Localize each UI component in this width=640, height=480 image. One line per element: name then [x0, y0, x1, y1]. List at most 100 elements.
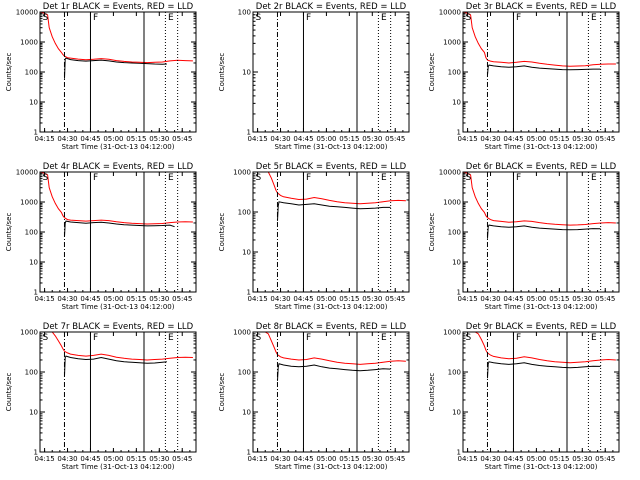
- y-tick-label: 100: [448, 369, 461, 377]
- marker-s: S: [43, 333, 49, 343]
- x-tick-label: 05:30: [149, 455, 169, 463]
- x-axis-label: Start Time (31-Oct-13 04:12:00): [485, 463, 598, 471]
- y-tick-label: 100: [238, 369, 251, 377]
- x-axis-label: Start Time (31-Oct-13 04:12:00): [275, 143, 388, 151]
- y-tick-label: 10: [29, 259, 38, 267]
- x-tick-label: 04:45: [503, 455, 523, 463]
- x-tick-label: 05:30: [572, 455, 592, 463]
- y-tick-label: 1: [247, 129, 251, 137]
- y-tick-label: 100: [25, 229, 38, 237]
- x-tick-label: 05:45: [385, 295, 405, 303]
- series-lld-line: [40, 172, 193, 225]
- marker-e: E: [591, 333, 597, 343]
- y-tick-label: 1: [457, 289, 461, 297]
- x-tick-label: 04:30: [480, 455, 500, 463]
- x-tick-label: 05:00: [526, 455, 546, 463]
- y-tick-label: 10: [29, 99, 38, 107]
- marker-e: E: [591, 173, 597, 183]
- panel-title: Det 2r BLACK = Events, RED = LLD: [256, 2, 407, 12]
- marker-s: S: [256, 173, 262, 183]
- x-tick-label: 05:30: [362, 135, 382, 143]
- y-axis-label: Counts/sec: [428, 53, 436, 92]
- series-lld-line: [463, 12, 616, 67]
- marker-f: F: [306, 173, 311, 183]
- series-events-line: [64, 220, 175, 237]
- y-tick-label: 10: [242, 409, 251, 417]
- x-tick-label: 04:30: [270, 135, 290, 143]
- x-tick-label: 05:00: [103, 295, 123, 303]
- y-tick-label: 1: [34, 129, 38, 137]
- panel-det-7: S F E 04:15 04:30 04:45 05:00 05:15 05:30 05:45 1 1…: [5, 322, 197, 471]
- x-tick-label: 04:45: [293, 455, 313, 463]
- plot-frame: [462, 171, 620, 293]
- x-tick-label: 04:45: [293, 135, 313, 143]
- marker-s: S: [256, 333, 262, 343]
- panel-det-1: S F E 04:15 04:30 04:45 05:00 05:15 05:30 05:45 1 1…: [5, 2, 197, 151]
- panel-title: Det 4r BLACK = Events, RED = LLD: [43, 162, 194, 172]
- panel-det-5: S F E 04:15 04:30 04:45 05:00 05:15 05:30 05:45 1 1…: [218, 162, 410, 311]
- plot-frame: [39, 331, 197, 453]
- marker-f: F: [516, 13, 521, 23]
- x-tick-label: 04:30: [480, 295, 500, 303]
- x-tick-label: 05:00: [103, 135, 123, 143]
- plot-frame: [252, 171, 410, 293]
- x-tick-label: 04:45: [293, 295, 313, 303]
- y-axis-label: Counts/sec: [218, 373, 226, 412]
- series-events-line: [487, 224, 601, 239]
- plot-frame: [39, 171, 197, 293]
- x-tick-label: 05:00: [316, 135, 336, 143]
- series-events-line: [277, 363, 391, 381]
- x-tick-label: 04:15: [247, 295, 267, 303]
- marker-e: E: [168, 13, 174, 23]
- marker-f: F: [516, 333, 521, 343]
- panel-det-3: S F E 04:15 04:30 04:45 05:00 05:15 05:30 05:45 1 1…: [428, 2, 620, 151]
- marker-f: F: [93, 333, 98, 343]
- x-tick-label: 05:45: [595, 135, 615, 143]
- x-tick-label: 04:45: [503, 135, 523, 143]
- y-tick-label: 10: [242, 69, 251, 77]
- y-tick-label: 10000: [16, 9, 38, 17]
- marker-s: S: [43, 13, 49, 23]
- x-tick-label: 05:30: [149, 295, 169, 303]
- marker-e: E: [381, 13, 387, 23]
- panel-title: Det 5r BLACK = Events, RED = LLD: [256, 162, 407, 172]
- marker-f: F: [93, 173, 98, 183]
- series-lld-line: [40, 12, 193, 64]
- x-tick-label: 05:00: [103, 455, 123, 463]
- panel-title: Det 1r BLACK = Events, RED = LLD: [43, 2, 194, 12]
- y-tick-label: 1: [457, 129, 461, 137]
- x-tick-label: 04:30: [270, 295, 290, 303]
- panel-det-9: S F E 04:15 04:30 04:45 05:00 05:15 05:30 05:45 1 1…: [428, 322, 620, 471]
- series-lld-line: [463, 172, 616, 226]
- plot-frame: [252, 11, 410, 133]
- x-tick-label: 04:15: [247, 135, 267, 143]
- x-tick-label: 05:15: [339, 135, 359, 143]
- y-tick-label: 100: [238, 209, 251, 217]
- plot-frame: [462, 11, 620, 133]
- y-tick-label: 10000: [439, 169, 461, 177]
- x-tick-label: 04:15: [457, 295, 477, 303]
- x-tick-label: 05:30: [572, 295, 592, 303]
- x-tick-label: 04:30: [480, 135, 500, 143]
- y-axis-label: Counts/sec: [428, 373, 436, 412]
- series-events-line: [277, 201, 391, 221]
- x-tick-label: 05:30: [362, 455, 382, 463]
- plot-frame: [39, 11, 197, 133]
- series-events-line: [487, 361, 601, 379]
- series-events-line: [487, 64, 601, 75]
- x-tick-label: 04:15: [34, 295, 54, 303]
- x-tick-label: 04:15: [34, 455, 54, 463]
- marker-s: S: [466, 173, 472, 183]
- y-tick-label: 1: [247, 449, 251, 457]
- y-tick-label: 1000: [443, 199, 461, 207]
- x-tick-label: 05:30: [362, 295, 382, 303]
- x-tick-label: 04:45: [80, 295, 100, 303]
- x-tick-label: 04:45: [80, 455, 100, 463]
- marker-e: E: [168, 333, 174, 343]
- x-tick-label: 05:45: [385, 135, 405, 143]
- y-axis-label: Counts/sec: [218, 213, 226, 252]
- y-tick-label: 1: [247, 289, 251, 297]
- y-tick-label: 1000: [443, 39, 461, 47]
- y-tick-label: 10: [29, 409, 38, 417]
- y-tick-label: 100: [448, 229, 461, 237]
